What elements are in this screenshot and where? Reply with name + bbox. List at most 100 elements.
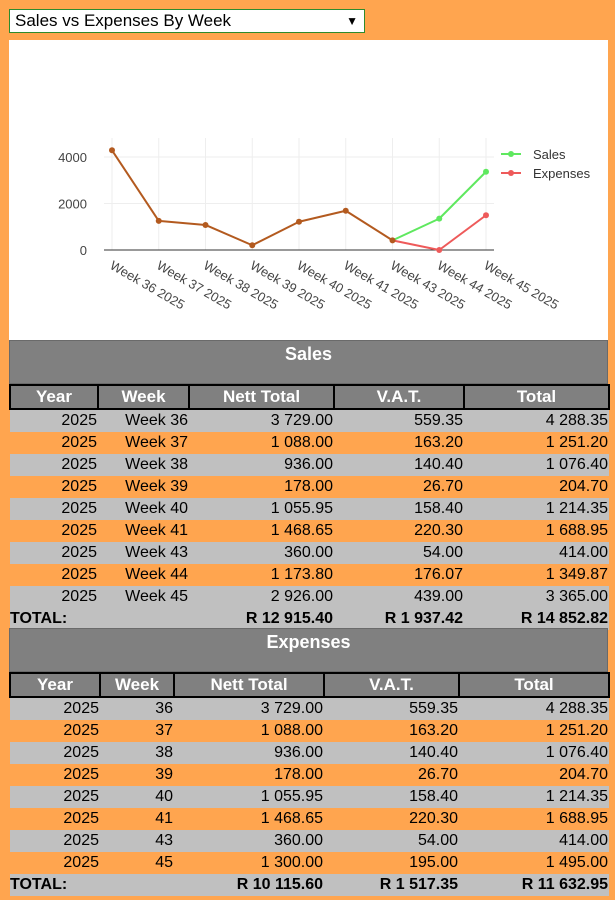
table-cell: 559.35 [334,409,464,432]
expenses-col-week: Week [99,672,175,698]
overlap-point [109,147,115,154]
table-cell: 1 088.00 [189,432,334,454]
y-tick-label: 0 [80,243,87,258]
table-cell: Week 41 [98,520,189,542]
table-cell: Week 45 [98,586,189,608]
sales-line-segment [392,217,440,242]
expenses-col-year: Year [9,672,101,698]
table-row: 2025 Week 44 1 173.80 176.07 1 349.87 [10,564,609,586]
table-cell: 1 688.95 [459,808,609,830]
table-cell: 936.00 [174,742,324,764]
overlap-point [342,207,349,214]
expenses-legend-label: Expenses [533,166,591,181]
total-nett: R 10 115.60 [174,874,324,896]
table-cell: 1 214.35 [459,786,609,808]
table-cell: 414.00 [459,830,609,852]
table-cell: 26.70 [324,764,459,786]
table-cell: 2025 [10,409,98,432]
table-cell: 2025 [10,852,100,874]
sales-col-week: Week [97,384,190,410]
chevron-down-icon[interactable]: ▼ [346,14,358,28]
overlap-point [155,217,162,224]
table-cell: 163.20 [324,720,459,742]
table-row: 2025 Week 45 2 926.00 439.00 3 365.00 [10,586,609,608]
table-cell: 2025 [10,564,98,586]
table-cell: 2025 [10,454,98,476]
table-cell: 36 [100,697,174,720]
table-cell: 54.00 [324,830,459,852]
total-total: R 14 852.82 [464,608,609,630]
table-cell: 1 055.95 [189,498,334,520]
table-cell: 163.20 [334,432,464,454]
table-cell: 195.00 [324,852,459,874]
table-cell: Week 43 [98,542,189,564]
expenses-col-vat: V.A.T. [323,672,460,698]
table-row: 2025 Week 38 936.00 140.40 1 076.40 [10,454,609,476]
table-cell: 43 [100,830,174,852]
sales-point [436,215,443,222]
overlap-line-segment [251,220,300,247]
table-cell: 936.00 [189,454,334,476]
table-row: 2025 41 1 468.65 220.30 1 688.95 [10,808,609,830]
table-cell: 39 [100,764,174,786]
table-cell: 2025 [10,498,98,520]
table-cell: 158.40 [324,786,459,808]
table-cell: 204.70 [459,764,609,786]
table-cell: 2025 [10,764,100,786]
expenses-point [436,247,443,253]
sales-table: Year Week Nett Total V.A.T. Total 2025 We… [9,384,610,630]
table-cell: 1 468.65 [189,520,334,542]
table-cell: 1 251.20 [459,720,609,742]
table-cell: 1 214.35 [464,498,609,520]
overlap-line-segment [205,224,253,247]
table-cell: 1 688.95 [464,520,609,542]
table-cell: 4 288.35 [464,409,609,432]
table-cell: 220.30 [324,808,459,830]
table-cell: 360.00 [174,830,324,852]
table-cell: 140.40 [334,454,464,476]
table-cell: 38 [100,742,174,764]
table-row: 2025 38 936.00 140.40 1 076.40 [10,742,609,764]
y-tick-label: 4000 [58,150,87,165]
table-cell: 37 [100,720,174,742]
table-cell: 2025 [10,476,98,498]
table-row: 2025 Week 36 3 729.00 559.35 4 288.35 [10,409,609,432]
sales-point [483,168,489,175]
table-cell: 2025 [10,542,98,564]
total-empty [98,608,189,630]
table-cell: 2025 [10,808,100,830]
total-row: TOTAL: R 12 915.40 R 1 937.42 R 14 852.82 [10,608,609,630]
sales-col-nett: Nett Total [188,384,335,410]
table-cell: 1 300.00 [174,852,324,874]
sales-expenses-chart: 0 2000 4000 Week 36 2025 Week 37 2025 Week 38… [9,40,608,340]
table-cell: 1 495.00 [459,852,609,874]
table-cell: 1 251.20 [464,432,609,454]
table-row: 2025 45 1 300.00 195.00 1 495.00 [10,852,609,874]
table-cell: 220.30 [334,520,464,542]
total-label: TOTAL: [10,874,100,896]
table-cell: 26.70 [334,476,464,498]
table-cell: 2025 [10,830,100,852]
expenses-col-nett: Nett Total [173,672,325,698]
overlap-line-segment [111,149,160,222]
total-label: TOTAL: [10,608,98,630]
overlap-point [389,237,396,244]
table-row: 2025 Week 41 1 468.65 220.30 1 688.95 [10,520,609,542]
table-row: 2025 Week 37 1 088.00 163.20 1 251.20 [10,432,609,454]
expenses-table: Year Week Nett Total V.A.T. Total 2025 36… [9,672,610,896]
table-row: 2025 Week 39 178.00 26.70 204.70 [10,476,609,498]
table-cell: 1 349.87 [464,564,609,586]
overlap-line-segment [345,209,394,242]
report-select[interactable]: Sales vs Expenses By Week ▼ [9,9,365,33]
table-cell: 1 088.00 [174,720,324,742]
table-cell: 2025 [10,720,100,742]
sales-legend-marker [508,151,514,157]
table-cell: 2025 [10,586,98,608]
table-cell: 54.00 [334,542,464,564]
expenses-section-title: Expenses [9,628,608,672]
table-cell: Week 37 [98,432,189,454]
overlap-line-segment [158,219,206,226]
overlap-point [249,242,256,249]
table-cell: 1 468.65 [174,808,324,830]
